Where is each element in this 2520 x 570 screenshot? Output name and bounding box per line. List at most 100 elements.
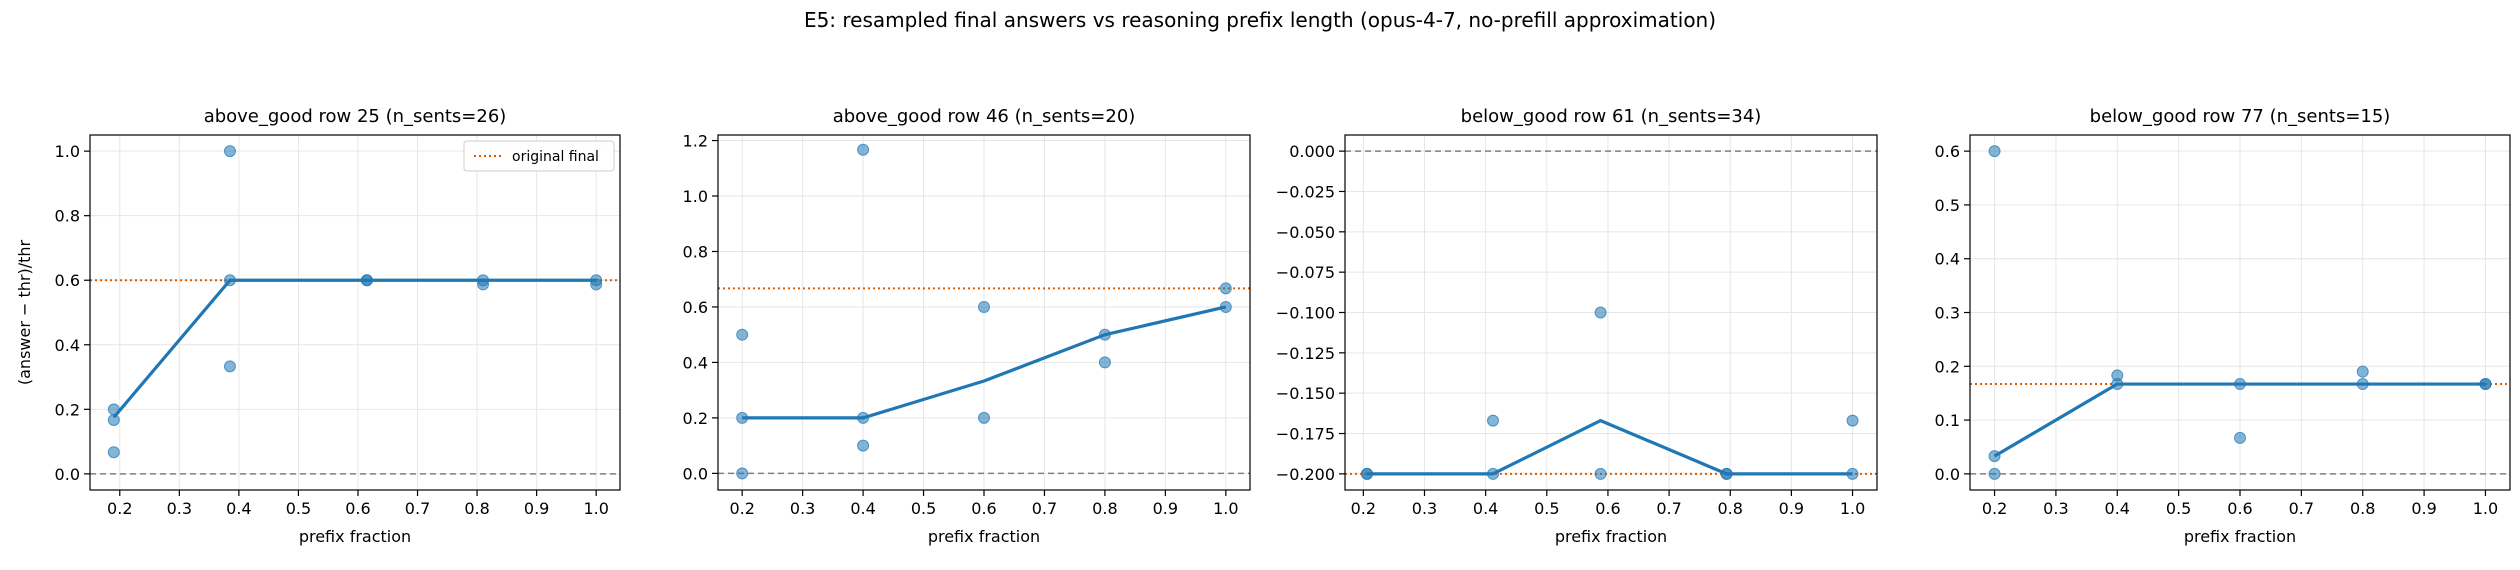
x-tick-label: 0.2 xyxy=(1982,499,2007,518)
x-tick-label: 0.3 xyxy=(167,499,192,518)
x-tick-label: 0.8 xyxy=(2350,499,2375,518)
x-tick-label: 0.9 xyxy=(1153,499,1178,518)
x-tick-label: 0.5 xyxy=(2166,499,2191,518)
y-tick-label: 0.4 xyxy=(1935,250,1960,269)
x-tick-label: 0.3 xyxy=(2043,499,2068,518)
y-tick-label: −0.025 xyxy=(1276,182,1335,201)
subplot-below-good-row-77: 0.2 0.3 0.4 0.5 0.6 0.7 0.8 0.9 1.0 0.0 0.1 0.2 0.3 0… xyxy=(1935,106,2511,546)
x-tick-label: 0.2 xyxy=(1351,499,1376,518)
sample-point xyxy=(857,439,870,452)
sample-point xyxy=(1098,356,1111,369)
x-axis-label: prefix fraction xyxy=(299,527,411,546)
legend-label-original-final: original final xyxy=(512,149,599,165)
y-tick-label: 0.4 xyxy=(683,353,708,372)
sample-point xyxy=(1988,145,2001,158)
x-tick-label: 0.5 xyxy=(911,499,936,518)
y-tick-label: 0.3 xyxy=(1935,304,1960,323)
y-tick-label: 0.6 xyxy=(1935,142,1960,161)
x-tick-label: 0.3 xyxy=(1412,499,1437,518)
y-tick-label: 1.2 xyxy=(683,132,708,151)
y-tick-label: 0.000 xyxy=(1289,142,1335,161)
x-tick-label: 0.4 xyxy=(2105,499,2130,518)
x-tick-label: 0.8 xyxy=(464,499,489,518)
x-tick-label: 0.6 xyxy=(1595,499,1620,518)
x-tick-label: 1.0 xyxy=(2473,499,2498,518)
x-tick-label: 1.0 xyxy=(1213,499,1238,518)
x-tick-label: 0.9 xyxy=(1779,499,1804,518)
x-tick-label: 1.0 xyxy=(1840,499,1865,518)
y-tick-label: −0.100 xyxy=(1276,304,1335,323)
y-tick-label: 0.4 xyxy=(55,336,80,355)
sample-point xyxy=(857,143,870,156)
subplot-title: above_good row 25 (n_sents=26) xyxy=(204,106,507,127)
x-tick-label: 0.4 xyxy=(226,499,251,518)
x-tick-label: 0.4 xyxy=(1473,499,1498,518)
x-tick-label: 0.5 xyxy=(1534,499,1559,518)
sample-point xyxy=(223,360,236,373)
x-tick-label: 0.9 xyxy=(2411,499,2436,518)
y-tick-label: 0.6 xyxy=(683,298,708,317)
y-tick-label: 0.2 xyxy=(1935,357,1960,376)
sample-point xyxy=(2356,365,2369,378)
y-tick-label: −0.175 xyxy=(1276,425,1335,444)
y-tick-label: 0.8 xyxy=(55,207,80,226)
sample-point xyxy=(2234,431,2246,444)
x-tick-label: 0.8 xyxy=(1718,499,1743,518)
sample-point xyxy=(1486,414,1499,427)
sample-point xyxy=(736,328,749,341)
mean-line xyxy=(112,278,597,419)
y-tick-label: 0.2 xyxy=(55,400,80,419)
subplot-below-good-row-61: 0.2 0.3 0.4 0.5 0.6 0.7 0.8 0.9 1.0 0.000 −0.025 −0… xyxy=(1276,106,1878,546)
subplot-title: below_good row 61 (n_sents=34) xyxy=(1461,106,1762,127)
x-tick-label: 0.9 xyxy=(524,499,549,518)
x-tick-label: 0.6 xyxy=(971,499,996,518)
x-tick-label: 0.2 xyxy=(729,499,754,518)
mean-line xyxy=(1993,382,2486,458)
sample-point xyxy=(736,467,749,480)
y-tick-label: 0.0 xyxy=(55,465,80,484)
y-tick-label: 1.0 xyxy=(683,187,708,206)
y-tick-label: 0.5 xyxy=(1935,196,1960,215)
x-tick-label: 0.6 xyxy=(2227,499,2252,518)
y-tick-label: −0.200 xyxy=(1276,465,1335,484)
y-tick-label: 0.6 xyxy=(55,271,80,290)
y-tick-label: 0.0 xyxy=(1935,465,1960,484)
y-tick-label: 0.0 xyxy=(683,464,708,483)
y-tick-label: −0.075 xyxy=(1276,263,1335,282)
sample-point xyxy=(978,411,990,424)
y-tick-label: 0.8 xyxy=(683,242,708,261)
sample-point xyxy=(978,300,990,313)
subplot-title: below_good row 77 (n_sents=15) xyxy=(2090,106,2391,127)
x-tick-label: 0.7 xyxy=(2289,499,2314,518)
subplot-above-good-row-25: 0.2 0.3 0.4 0.5 0.6 0.7 0.8 0.9 1.0 0.0 0.2 0.4 0.6 0… xyxy=(15,106,621,546)
figure-suptitle: E5: resampled final answers vs reasoning… xyxy=(803,8,1717,32)
x-tick-label: 0.5 xyxy=(286,499,311,518)
sample-point xyxy=(107,446,120,459)
legend-box xyxy=(463,140,615,172)
y-axis-label: (answer − thr)/thr xyxy=(15,239,34,385)
x-tick-label: 0.2 xyxy=(107,499,132,518)
y-tick-label: −0.125 xyxy=(1276,344,1335,363)
y-tick-label: −0.050 xyxy=(1276,223,1335,242)
sample-point xyxy=(1594,306,1607,319)
sample-point xyxy=(223,145,236,158)
mean-line xyxy=(1367,419,1853,476)
sample-point xyxy=(1594,467,1607,480)
sample-point xyxy=(1846,414,1859,427)
x-tick-label: 0.8 xyxy=(1092,499,1117,518)
y-tick-label: 1.0 xyxy=(55,142,80,161)
subplot-above-good-row-46: 0.2 0.3 0.4 0.5 0.6 0.7 0.8 0.9 1.0 0.0 0.2 0.4 0.6 0… xyxy=(683,106,1251,546)
y-tick-label: 0.1 xyxy=(1935,411,1960,430)
x-tick-label: 0.7 xyxy=(1656,499,1681,518)
subplot-title: above_good row 46 (n_sents=20) xyxy=(833,106,1136,127)
x-tick-label: 0.3 xyxy=(790,499,815,518)
x-axis-label: prefix fraction xyxy=(928,527,1040,546)
x-tick-label: 0.6 xyxy=(345,499,370,518)
x-axis-label: prefix fraction xyxy=(1555,527,1667,546)
y-tick-label: 0.2 xyxy=(683,409,708,428)
x-tick-label: 0.7 xyxy=(405,499,430,518)
axes-frame xyxy=(89,134,621,491)
x-tick-label: 0.4 xyxy=(850,499,875,518)
x-tick-label: 1.0 xyxy=(583,499,608,518)
